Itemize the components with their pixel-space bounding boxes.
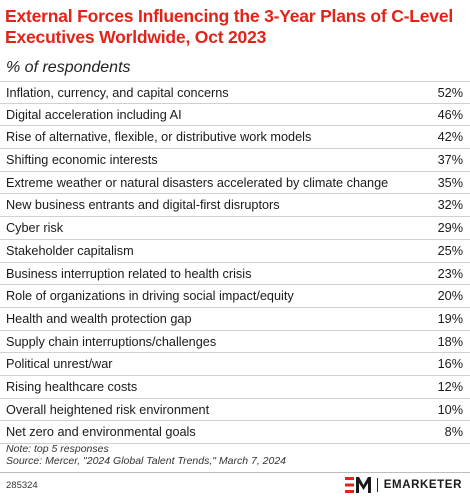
row-value: 32%	[437, 198, 463, 213]
row-label: Net zero and environmental goals	[6, 425, 196, 440]
row-value: 52%	[437, 86, 463, 100]
row-label: Overall heightened risk environment	[6, 402, 210, 417]
table-row: Digital acceleration including AI 46%	[0, 104, 470, 127]
em-logo-icon	[344, 477, 371, 493]
row-value: 18%	[437, 334, 463, 349]
row-label: Business interruption related to health …	[6, 266, 252, 281]
row-label: Inflation, currency, and capital concern…	[6, 86, 229, 100]
logo-separator	[376, 478, 378, 492]
row-label: Cyber risk	[6, 221, 64, 236]
row-label: Extreme weather or natural disasters acc…	[6, 175, 389, 190]
table-row: Rising healthcare costs 12%	[0, 376, 470, 399]
row-value: 25%	[437, 243, 463, 258]
footer-divider	[0, 472, 470, 473]
row-value: 35%	[437, 175, 463, 190]
row-label: Shifting economic interests	[6, 153, 158, 168]
row-label: Role of organizations in driving social …	[6, 289, 294, 304]
brand-name: EMARKETER	[383, 479, 462, 491]
chart-subtitle: % of respondents	[6, 59, 131, 76]
row-label: Rising healthcare costs	[6, 379, 138, 394]
table-row: Business interruption related to health …	[0, 263, 470, 286]
row-label: Health and wealth protection gap	[6, 311, 192, 326]
chart-id: 285324	[6, 480, 38, 491]
table-row: New business entrants and digital-first …	[0, 194, 470, 218]
table-row: Inflation, currency, and capital concern…	[0, 81, 470, 104]
row-value: 16%	[437, 357, 463, 372]
table-row: Political unrest/war 16%	[0, 353, 470, 376]
data-table: Inflation, currency, and capital concern…	[0, 81, 470, 444]
row-value: 19%	[437, 311, 463, 326]
row-value: 10%	[437, 402, 463, 417]
row-value: 37%	[437, 153, 463, 168]
source-note: Source: Mercer, "2024 Global Talent Tren…	[6, 455, 287, 467]
row-value: 23%	[437, 266, 463, 281]
table-row: Stakeholder capitalism 25%	[0, 240, 470, 263]
table-row: Health and wealth protection gap 19%	[0, 308, 470, 331]
table-row: Cyber risk 29%	[0, 217, 470, 240]
row-label: Stakeholder capitalism	[6, 243, 134, 258]
table-row: Extreme weather or natural disasters acc…	[0, 172, 470, 195]
row-label: Supply chain interruptions/challenges	[6, 334, 217, 349]
row-value: 29%	[437, 221, 463, 236]
row-label: Political unrest/war	[6, 357, 113, 372]
table-row: Rise of alternative, flexible, or distri…	[0, 126, 470, 150]
table-row: Net zero and environmental goals 8%	[0, 421, 470, 444]
table-row: Supply chain interruptions/challenges 18%	[0, 331, 470, 354]
row-label: Digital acceleration including AI	[6, 107, 182, 122]
row-value: 12%	[437, 379, 463, 394]
chart-title: External Forces Influencing the 3-Year P…	[5, 6, 454, 47]
table-row: Shifting economic interests 37%	[0, 149, 470, 172]
row-value: 8%	[444, 425, 463, 440]
row-label: New business entrants and digital-first …	[6, 198, 280, 213]
table-row: Overall heightened risk environment 10%	[0, 399, 470, 422]
row-label: Rise of alternative, flexible, or distri…	[6, 130, 312, 145]
table-row: Role of organizations in driving social …	[0, 285, 470, 308]
row-value: 46%	[437, 107, 463, 122]
footnote: Note: top 5 responses	[6, 443, 109, 455]
brand-logo: EMARKETER	[344, 476, 462, 494]
row-value: 20%	[437, 289, 463, 304]
row-value: 42%	[437, 130, 463, 145]
